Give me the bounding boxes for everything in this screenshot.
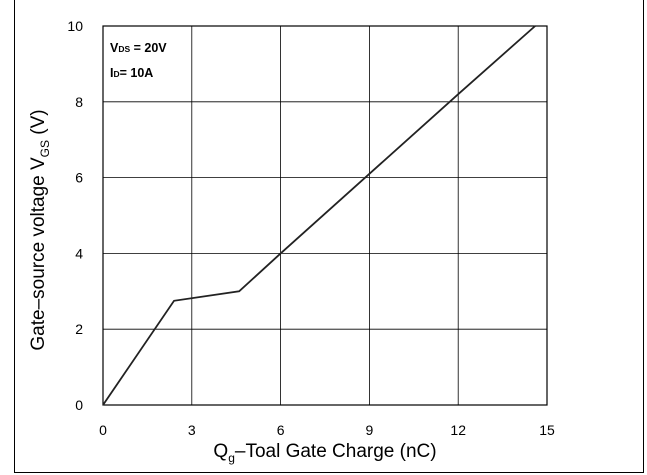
x-axis-label: Qg–Toal Gate Charge (nC) — [213, 441, 436, 465]
y-tick-label: 4 — [75, 245, 83, 261]
series-group — [102, 25, 536, 406]
figure-frame — [14, 0, 644, 473]
x-tick-label: 15 — [539, 422, 555, 438]
annotation-id: ID= 10A — [110, 66, 153, 80]
y-tick-label: 0 — [75, 397, 83, 413]
x-tick-label: 9 — [366, 422, 374, 438]
x-tick-labels: 0 3 6 9 12 15 — [99, 422, 555, 438]
plot-area — [102, 25, 548, 406]
y-tick-labels: 0 2 4 6 8 10 — [67, 18, 83, 413]
y-tick-label: 8 — [75, 94, 83, 110]
annotation-vds: VDS = 20V — [110, 41, 167, 55]
y-tick-label: 10 — [67, 18, 83, 34]
x-tick-label: 12 — [450, 422, 466, 438]
series-line — [102, 25, 536, 406]
y-tick-label: 6 — [75, 170, 83, 186]
x-tick-label: 6 — [277, 422, 285, 438]
x-tick-label: 0 — [99, 422, 107, 438]
x-tick-label: 3 — [188, 422, 196, 438]
grid — [103, 26, 547, 405]
y-tick-label: 2 — [75, 321, 83, 337]
y-axis-label: Gate–source voltage VGS (V) — [28, 109, 52, 350]
